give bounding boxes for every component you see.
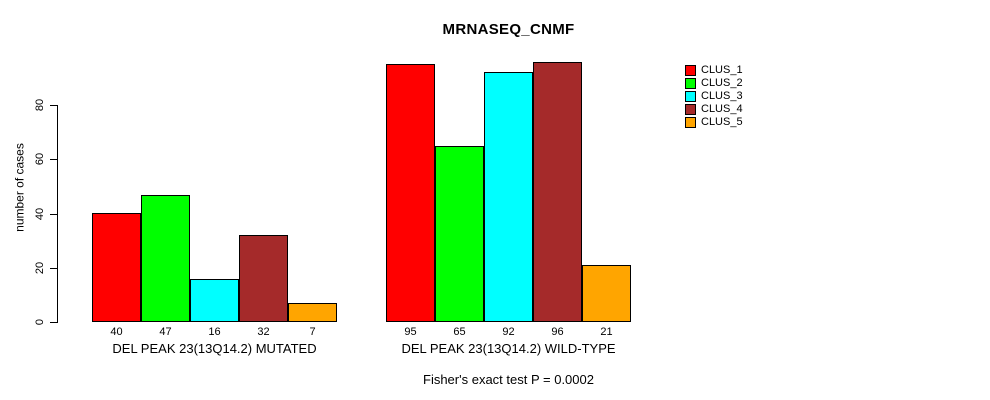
bar-clus_3-group1 [190, 279, 239, 322]
legend-item-clus_3: CLUS_3 [685, 90, 743, 102]
legend-swatch-icon [685, 90, 696, 102]
chart-title: MRNASEQ_CNMF [442, 21, 575, 38]
y-tick-label: 60 [34, 152, 46, 166]
y-tick-mark [50, 159, 57, 160]
legend-swatch-icon [685, 116, 696, 128]
y-axis-label: number of cases [12, 143, 27, 232]
bar-value-label: 16 [208, 326, 221, 338]
y-tick-label: 40 [34, 207, 46, 221]
bar-clus_5-group1 [288, 303, 337, 322]
y-tick-mark [50, 322, 57, 323]
bar-clus_4-group2 [533, 62, 582, 322]
legend-item-clus_1: CLUS_1 [685, 64, 743, 76]
legend-swatch-icon [685, 103, 696, 115]
legend-item-clus_5: CLUS_5 [685, 116, 743, 128]
bar-value-label: 95 [404, 326, 417, 338]
legend-item-clus_2: CLUS_2 [685, 77, 743, 89]
bar-value-label: 96 [551, 326, 564, 338]
y-tick-mark [50, 105, 57, 106]
bar-clus_5-group2 [582, 265, 631, 322]
bar-clus_1-group2 [386, 64, 435, 322]
bar-value-label: 40 [110, 326, 123, 338]
legend-swatch-icon [685, 77, 696, 89]
bar-value-label: 32 [257, 326, 270, 338]
y-axis-line [57, 105, 58, 323]
y-tick-mark [50, 268, 57, 269]
legend-swatch-icon [685, 64, 696, 76]
legend-item-label: CLUS_1 [701, 64, 743, 76]
y-tick-label: 20 [34, 261, 46, 275]
y-tick-label: 0 [34, 318, 46, 326]
fisher-test-annotation: Fisher's exact test P = 0.0002 [423, 372, 594, 387]
legend-item-label: CLUS_4 [701, 103, 743, 115]
bar-clus_1-group1 [92, 213, 141, 322]
category-label: DEL PEAK 23(13Q14.2) MUTATED [112, 341, 317, 356]
y-tick-label: 80 [34, 98, 46, 112]
legend-item-label: CLUS_5 [701, 116, 743, 128]
category-label: DEL PEAK 23(13Q14.2) WILD-TYPE [401, 341, 616, 356]
legend-item-label: CLUS_2 [701, 77, 743, 89]
bar-value-label: 92 [502, 326, 515, 338]
bar-clus_3-group2 [484, 72, 533, 322]
legend-item-clus_4: CLUS_4 [685, 103, 743, 115]
bar-clus_4-group1 [239, 235, 288, 322]
legend-item-label: CLUS_3 [701, 90, 743, 102]
bar-value-label: 21 [600, 326, 613, 338]
bar-clus_2-group2 [435, 146, 484, 322]
bar-value-label: 65 [453, 326, 466, 338]
bar-value-label: 47 [159, 326, 172, 338]
bar-value-label: 7 [309, 326, 316, 338]
y-tick-mark [50, 214, 57, 215]
bar-clus_2-group1 [141, 195, 190, 322]
